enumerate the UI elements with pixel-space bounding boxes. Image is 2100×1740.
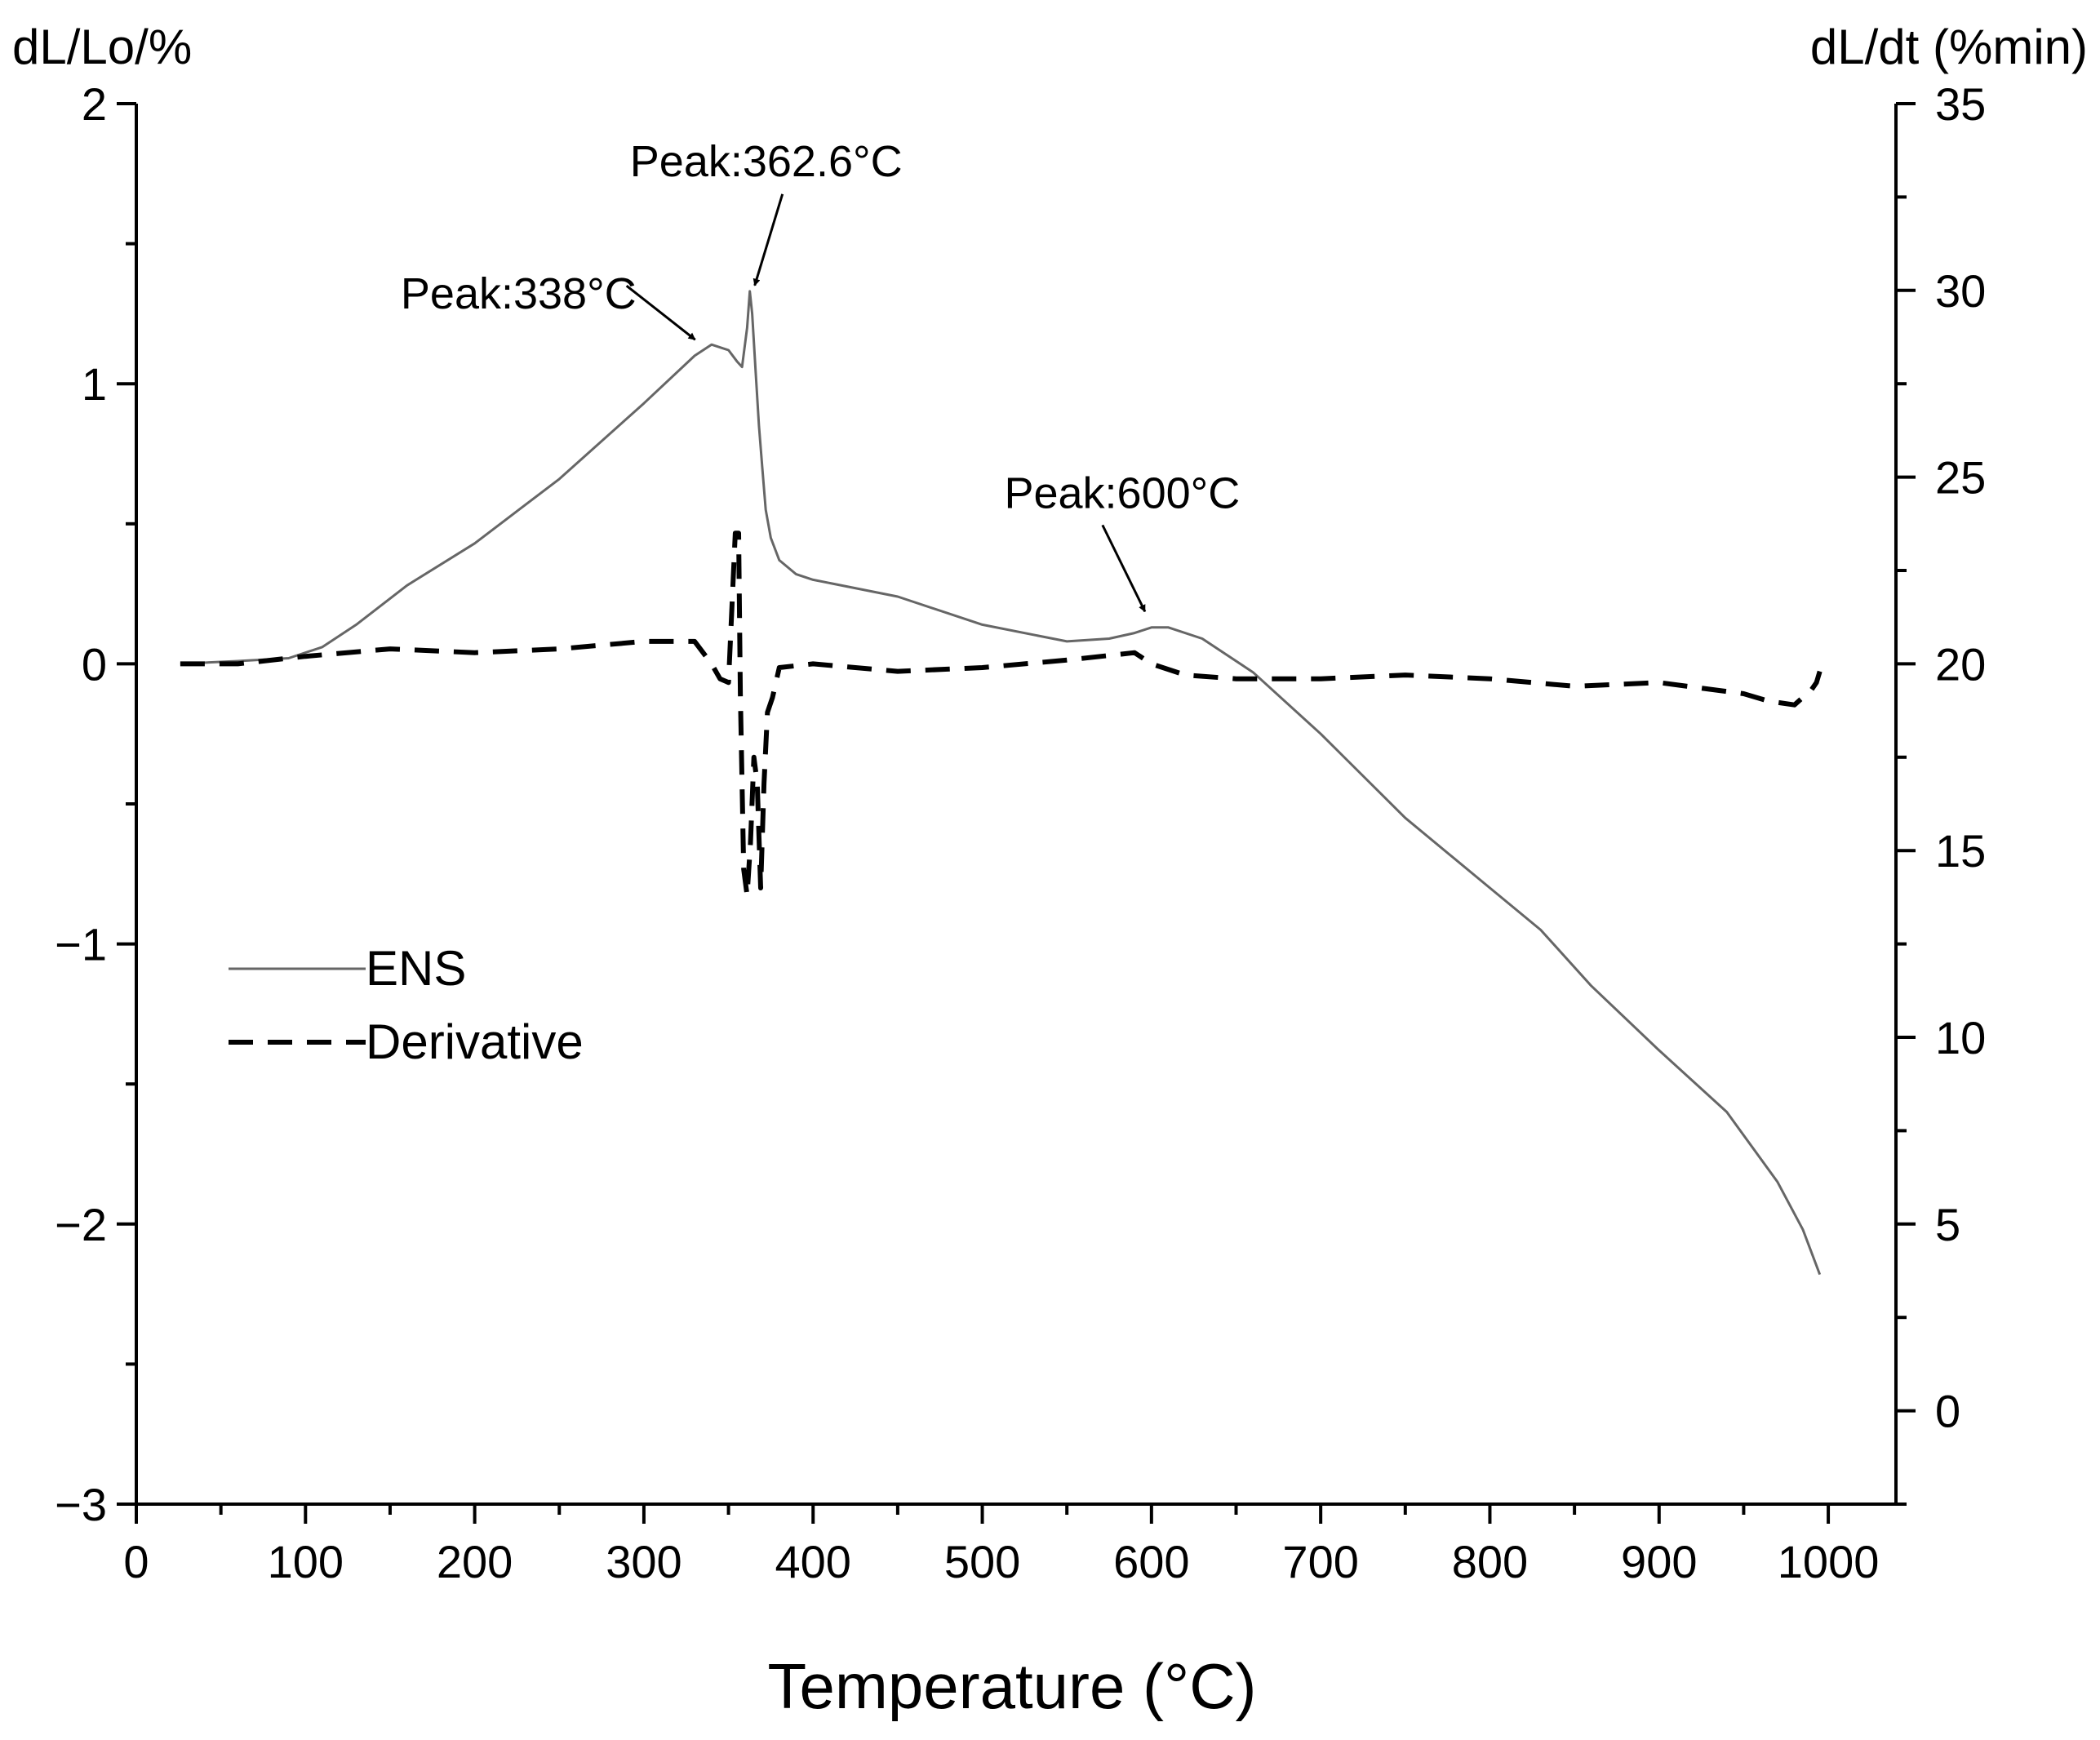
right-tick-label: 5 bbox=[1935, 1199, 1960, 1250]
right-tick-label: 0 bbox=[1935, 1386, 1960, 1437]
right-tick-label: 30 bbox=[1935, 265, 1986, 317]
x-tick-label: 800 bbox=[1452, 1536, 1528, 1587]
right-tick-label: 20 bbox=[1935, 638, 1986, 690]
axes-layer: 0 100 200 300 400 500 600 700 800 900 1000−3−2−101… bbox=[55, 78, 1986, 1587]
right-tick-label: 35 bbox=[1935, 78, 1986, 130]
peak-annotation-label: Peak:600°C bbox=[1004, 468, 1240, 517]
left-tick-label: 0 bbox=[82, 638, 107, 690]
x-tick-label: 0 bbox=[123, 1536, 149, 1587]
x-tick-label: 300 bbox=[606, 1536, 682, 1587]
series-line-ens bbox=[180, 290, 1822, 1276]
peak-annotation-arrow bbox=[625, 284, 696, 341]
peak-annotation-label: Peak:338°C bbox=[401, 269, 637, 318]
left-axis-title: dL/Lo/% bbox=[12, 20, 192, 74]
x-tick-label: 400 bbox=[775, 1536, 851, 1587]
x-tick-label: 200 bbox=[437, 1536, 513, 1587]
series-layer bbox=[180, 290, 1823, 1276]
legend-ens-label: ENS bbox=[366, 941, 466, 996]
left-tick-label: 2 bbox=[82, 78, 107, 130]
legend: ENS Derivative bbox=[229, 941, 584, 1069]
x-tick-label: 700 bbox=[1282, 1536, 1358, 1587]
right-tick-label: 25 bbox=[1935, 452, 1986, 504]
left-tick-label: −1 bbox=[55, 919, 107, 970]
peak-annotation-arrow bbox=[1101, 524, 1147, 613]
peak-annotation-label: Peak:362.6°C bbox=[630, 137, 903, 186]
x-tick-label: 900 bbox=[1621, 1536, 1697, 1587]
right-tick-label: 15 bbox=[1935, 825, 1986, 877]
annotation-layer: Peak:338°C Peak:362.6°C Peak:600°C bbox=[401, 137, 1240, 613]
left-tick-label: −3 bbox=[55, 1479, 107, 1530]
x-tick-label: 100 bbox=[268, 1536, 344, 1587]
x-tick-label: 1000 bbox=[1778, 1536, 1880, 1587]
x-tick-label: 500 bbox=[944, 1536, 1020, 1587]
left-tick-label: 1 bbox=[82, 358, 107, 410]
left-tick-label: −2 bbox=[55, 1199, 107, 1250]
x-tick-label: 600 bbox=[1113, 1536, 1189, 1587]
right-tick-label: 10 bbox=[1935, 1012, 1986, 1063]
right-axis-title: dL/dt (%min) bbox=[1810, 20, 2088, 74]
x-axis-title: Temperature (°C) bbox=[767, 1650, 1256, 1722]
series-line-derivative bbox=[180, 530, 1823, 899]
peak-annotation-arrow bbox=[753, 193, 784, 286]
legend-derivative-label: Derivative bbox=[366, 1014, 584, 1069]
